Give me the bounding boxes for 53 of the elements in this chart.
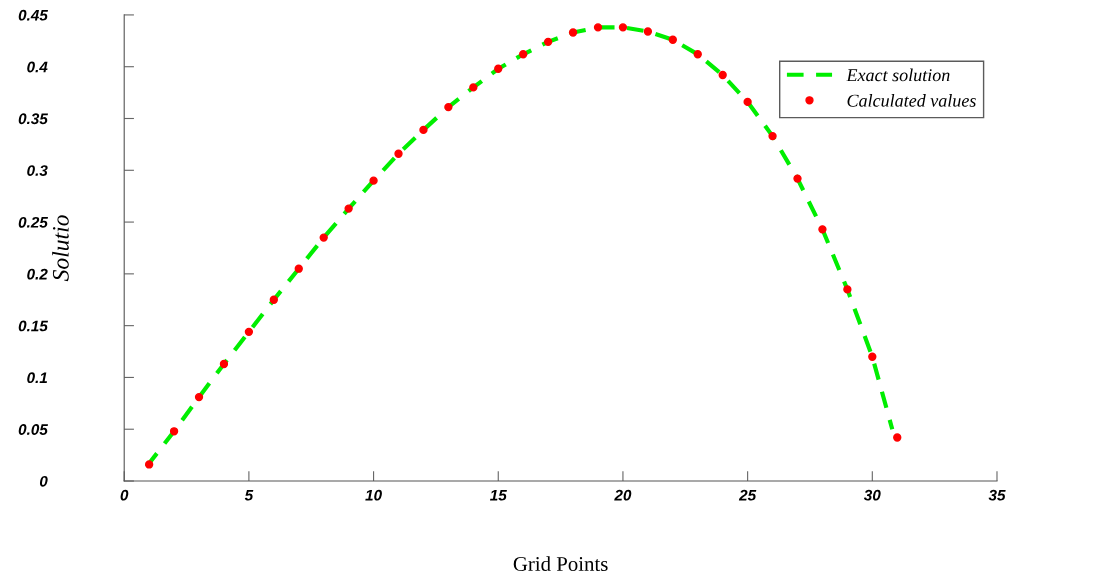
y-tick-label: 0.25: [18, 216, 48, 228]
point: [519, 50, 528, 59]
point: [843, 285, 852, 294]
point: [469, 83, 478, 92]
y-axis-title: Solutio: [52, 215, 69, 282]
legend-label: Calculated values: [847, 94, 976, 107]
point: [693, 50, 702, 59]
point: [893, 433, 902, 442]
y-tick-label: 0.45: [18, 9, 48, 21]
point: [593, 23, 603, 32]
point: [668, 35, 677, 44]
point: [394, 149, 403, 158]
point: [618, 23, 628, 32]
point: [543, 37, 553, 47]
x-tick-label: 30: [863, 489, 881, 501]
y-tick-label: 0: [39, 475, 48, 487]
point: [269, 295, 278, 304]
point: [718, 70, 727, 80]
point: [768, 131, 777, 141]
point: [169, 427, 179, 436]
x-tick-label: 35: [988, 489, 1006, 501]
point: [743, 97, 752, 107]
point: [369, 176, 378, 185]
x-tick-label: 20: [614, 489, 632, 501]
x-tick-label: 10: [365, 489, 382, 501]
x-tick-label: 25: [738, 489, 757, 501]
x-axis-title: Grid Points: [513, 556, 608, 572]
point: [643, 27, 653, 36]
y-tick-label: 0.35: [18, 113, 48, 125]
y-tick-label: 0.05: [18, 424, 48, 435]
point: [244, 327, 254, 337]
y-tick-label: 0.4: [27, 61, 48, 73]
point: [219, 359, 229, 369]
point: [868, 352, 877, 361]
point: [793, 174, 802, 183]
point: [319, 233, 328, 242]
point: [144, 460, 154, 469]
y-tick-label: 0.15: [18, 320, 48, 332]
point: [344, 204, 353, 213]
x-tick-label: 0: [120, 489, 129, 501]
point: [194, 392, 204, 402]
legend-label: Exact solution: [846, 68, 950, 82]
x-tick-label: 15: [490, 489, 507, 501]
point: [294, 264, 303, 273]
point: [494, 64, 503, 73]
point: [444, 102, 453, 112]
y-tick-label: 0.1: [27, 372, 47, 384]
y-tick-label: 0.3: [27, 165, 48, 176]
point: [568, 28, 578, 37]
x-tick-label: 5: [244, 489, 254, 501]
point: [818, 225, 827, 234]
y-tick-label: 0.2: [27, 268, 48, 280]
point: [419, 125, 428, 135]
